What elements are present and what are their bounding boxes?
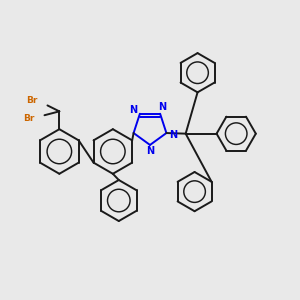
- Text: N: N: [146, 146, 154, 157]
- Text: N: N: [129, 105, 137, 115]
- Text: Br: Br: [23, 114, 34, 123]
- Text: N: N: [169, 130, 177, 140]
- Text: N: N: [158, 102, 166, 112]
- Text: Br: Br: [26, 96, 37, 105]
